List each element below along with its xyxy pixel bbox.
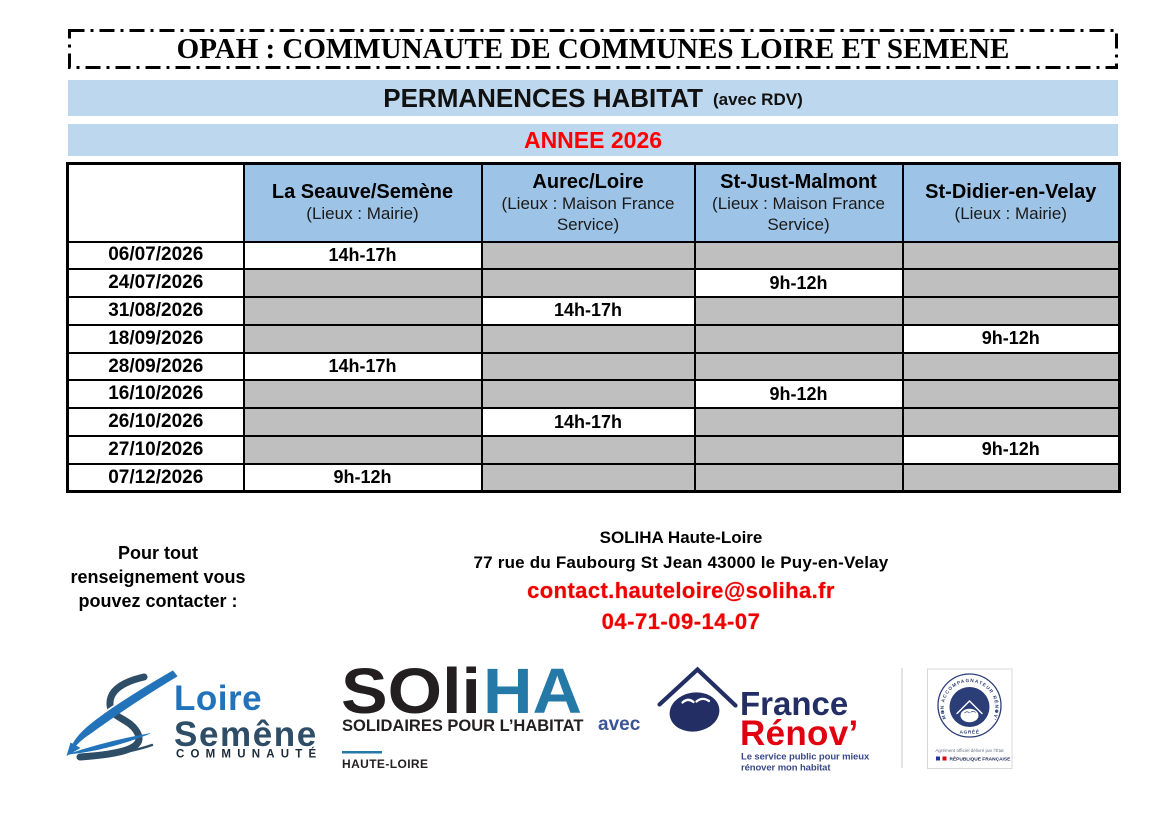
svg-text:SOli: SOli	[341, 655, 481, 727]
svg-text:rénover mon habitat: rénover mon habitat	[741, 763, 831, 774]
svg-text:COMMUNAUTÉ: COMMUNAUTÉ	[176, 748, 322, 761]
svg-text:avec: avec	[598, 714, 641, 735]
svg-text:Agrément officiel délivré par: Agrément officiel délivré par l’État	[935, 747, 1004, 753]
svg-text:Rénov’: Rénov’	[740, 714, 859, 753]
svg-text:France: France	[740, 685, 848, 722]
svg-text:RÉPUBLIQUE FRANÇAISE: RÉPUBLIQUE FRANÇAISE	[950, 754, 1012, 762]
svg-text:Loire: Loire	[174, 679, 262, 718]
svg-text:SOLIDAIRES POUR L’HABITAT: SOLIDAIRES POUR L’HABITAT	[342, 717, 583, 735]
svg-text:Semêne: Semêne	[174, 715, 318, 754]
svg-text:Le service public pour mieux: Le service public pour mieux	[741, 752, 870, 763]
svg-text:HAUTE-LOIRE: HAUTE-LOIRE	[342, 757, 428, 771]
svg-text:HA: HA	[483, 655, 582, 727]
svg-text:AGRÉÉ: AGRÉÉ	[959, 728, 979, 736]
